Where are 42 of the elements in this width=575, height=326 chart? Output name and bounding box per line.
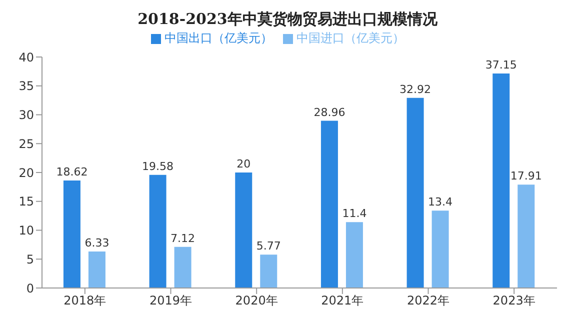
x-tick-label: 2018年: [64, 294, 106, 308]
x-tick-label: 2021年: [321, 294, 364, 308]
x-tick-label: 2020年: [235, 294, 278, 308]
legend-label: 中国出口（亿美元）: [164, 31, 272, 45]
bar: [492, 73, 510, 288]
y-tick-label: 25: [18, 136, 34, 151]
data-label: 32.92: [400, 82, 432, 96]
y-tick-label: 30: [18, 108, 34, 122]
bar: [260, 254, 278, 288]
y-tick-label: 0: [26, 281, 34, 296]
y-tick-label: 40: [18, 50, 34, 64]
bar: [518, 184, 535, 288]
bar: [320, 120, 338, 288]
data-label: 18.62: [56, 165, 88, 178]
x-tick-label: 2019年: [149, 294, 192, 308]
bar: [63, 180, 80, 288]
bar: [88, 251, 106, 288]
data-label: 19.58: [142, 160, 174, 173]
y-tick-label: 35: [18, 79, 34, 94]
data-label: 37.15: [485, 58, 517, 72]
bar: [432, 210, 449, 288]
x-tick-label: 2022年: [406, 294, 450, 308]
y-tick-label: 15: [18, 194, 34, 209]
data-label: 13.4: [428, 196, 453, 209]
data-label: 28.96: [314, 106, 346, 119]
x-tick-label: 2023年: [492, 294, 536, 308]
data-label: 7.12: [170, 232, 196, 245]
legend-label: 中国进口（亿美元）: [296, 31, 404, 45]
bar: [346, 222, 363, 288]
data-label: 11.4: [342, 207, 367, 220]
data-label: 6.33: [84, 236, 110, 250]
data-label: 17.91: [510, 170, 542, 183]
data-label: 20: [236, 158, 251, 170]
y-tick-label: 20: [18, 166, 34, 180]
bar: [149, 174, 166, 288]
bar: [174, 246, 192, 288]
bar: [406, 98, 424, 288]
y-tick-label: 10: [18, 224, 34, 238]
chart-title: 2018-2023年中莫货物贸易进出口规模情况: [136, 9, 438, 30]
bar: [235, 172, 252, 288]
y-tick-label: 5: [26, 252, 34, 266]
data-label: 5.77: [256, 240, 281, 253]
